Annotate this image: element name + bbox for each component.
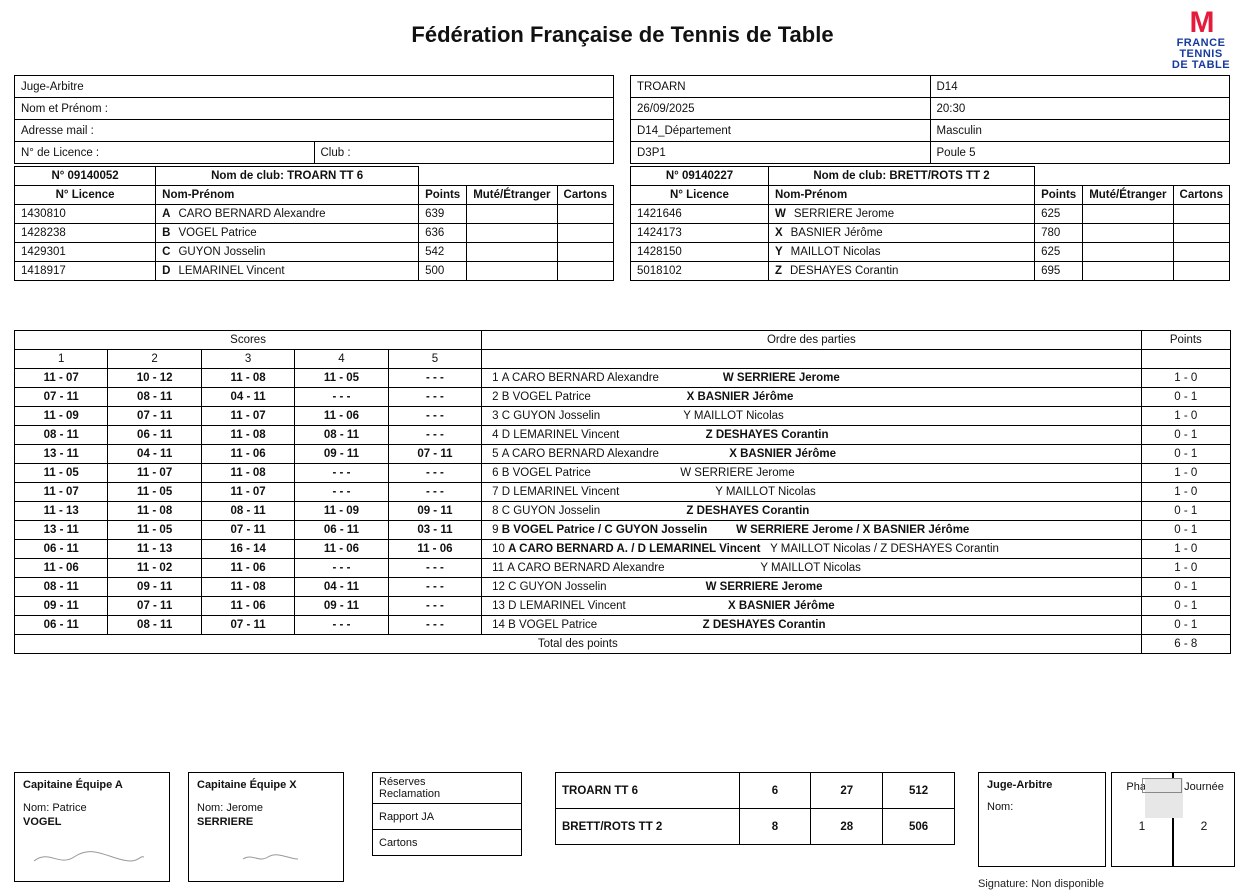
table-row: 1428238 B VOGEL Patrice 636 xyxy=(15,224,614,243)
col-header-nom-prenom: Nom-Prénom xyxy=(768,186,1034,205)
field-no-licence[interactable]: N° de Licence : xyxy=(15,142,315,164)
team-a-club-name: Nom de club: TROARN TT 6 xyxy=(156,167,419,186)
team-x-licence-number: N° 09140227 xyxy=(631,167,769,186)
team-stats-box: TROARN TT 6 6 27 512 BRETT/ROTS TT 2 8 2… xyxy=(555,772,955,845)
stats-club-a-v3: 512 xyxy=(883,773,955,809)
stats-club-x-v2: 28 xyxy=(811,809,883,845)
table-row: 1430810 A CARO BERNARD Alexandre 639 xyxy=(15,205,614,224)
col-header-licence: N° Licence xyxy=(15,186,156,205)
table-row: 06 - 11 11 - 13 16 - 14 11 - 06 11 - 06 … xyxy=(15,540,1231,559)
page-title: Fédération Française de Tennis de Table xyxy=(0,22,1245,48)
table-row: 1418917 D LEMARINEL Vincent 500 xyxy=(15,262,614,281)
col-header-points: Points xyxy=(1035,186,1083,205)
table-row: 11 - 05 11 - 07 11 - 08 - - - - - - 6 B … xyxy=(15,464,1231,483)
col-header-cartons: Cartons xyxy=(557,186,613,205)
score-order-table: Scores Ordre des parties Points 1 2 3 4 … xyxy=(14,330,1231,654)
col-header-mute: Muté/Étranger xyxy=(467,186,557,205)
match-division: D14 xyxy=(930,76,1230,98)
arbitre-signature-box: Juge-Arbitre Nom: xyxy=(978,772,1106,867)
header-ordre-des-parties: Ordre des parties xyxy=(482,331,1142,350)
table-row: 08 - 11 09 - 11 11 - 08 04 - 11 - - - 12… xyxy=(15,578,1231,597)
stats-club-x-v3: 506 xyxy=(883,809,955,845)
match-sheet-document: M FRANCE TENNIS DE TABLE Fédération Fran… xyxy=(0,0,1245,896)
table-row: 1428150 Y MAILLOT Nicolas 625 xyxy=(631,243,1230,262)
label-juge-arbitre: Juge-Arbitre xyxy=(15,76,614,98)
match-pool: Poule 5 xyxy=(930,142,1230,164)
stats-club-a-name: TROARN TT 6 xyxy=(556,773,740,809)
match-time: 20:30 xyxy=(930,98,1230,120)
table-row: 07 - 11 08 - 11 04 - 11 - - - - - - 2 B … xyxy=(15,388,1231,407)
col-header-nom-prenom: Nom-Prénom xyxy=(156,186,419,205)
col-header-licence: N° Licence xyxy=(631,186,769,205)
table-row: 09 - 11 07 - 11 11 - 06 09 - 11 - - - 13… xyxy=(15,597,1231,616)
total-points-score: 6 - 8 xyxy=(1141,635,1230,654)
signature-status-note: Signature: Non disponible xyxy=(978,878,1104,890)
match-club-name: TROARN xyxy=(631,76,931,98)
field-adresse-mail[interactable]: Adresse mail : xyxy=(15,120,614,142)
team-x-club-name: Nom de club: BRETT/ROTS TT 2 xyxy=(768,167,1034,186)
captain-x-signature-box: Capitaine Équipe X Nom: Jerome SERRIERE xyxy=(188,772,344,882)
match-department: D14_Département xyxy=(631,120,931,142)
stats-club-x-name: BRETT/ROTS TT 2 xyxy=(556,809,740,845)
phase-journee-input-box[interactable] xyxy=(1142,778,1182,793)
match-subdivision: D3P1 xyxy=(631,142,931,164)
stats-club-x-v1: 8 xyxy=(739,809,811,845)
juge-arbitre-info-box: Juge-Arbitre Nom et Prénom : Adresse mai… xyxy=(14,75,614,164)
table-row: 1429301 C GUYON Josselin 542 xyxy=(15,243,614,262)
stats-club-a-v1: 6 xyxy=(739,773,811,809)
captain-a-signature-box: Capitaine Équipe A Nom: Patrice VOGEL xyxy=(14,772,170,882)
team-x-roster-box: N° 09140227 Nom de club: BRETT/ROTS TT 2… xyxy=(630,166,1230,281)
table-row: 11 - 09 07 - 11 11 - 07 11 - 06 - - - 3 … xyxy=(15,407,1231,426)
field-club[interactable]: Club : xyxy=(314,142,614,164)
table-row: 1424173 X BASNIER Jérôme 780 xyxy=(631,224,1230,243)
captain-a-signature[interactable] xyxy=(29,847,149,867)
table-row: 5018102 Z DESHAYES Corantin 695 xyxy=(631,262,1230,281)
table-row: 13 - 11 04 - 11 11 - 06 09 - 11 07 - 11 … xyxy=(15,445,1231,464)
total-points-label: Total des points xyxy=(15,635,1142,654)
team-a-roster-box: N° 09140052 Nom de club: TROARN TT 6 N° … xyxy=(14,166,614,281)
header-points: Points xyxy=(1141,331,1230,350)
field-nom-prenom[interactable]: Nom et Prénom : xyxy=(15,98,614,120)
match-date: 26/09/2025 xyxy=(631,98,931,120)
col-header-mute: Muté/Étranger xyxy=(1083,186,1173,205)
table-row: 11 - 07 11 - 05 11 - 07 - - - - - - 7 D … xyxy=(15,483,1231,502)
table-row: 1421646 W SERRIERE Jerome 625 xyxy=(631,205,1230,224)
table-row: 06 - 11 08 - 11 07 - 11 - - - - - - 14 B… xyxy=(15,616,1231,635)
table-row: 11 - 06 11 - 02 11 - 06 - - - - - - 11 A… xyxy=(15,559,1231,578)
col-header-cartons: Cartons xyxy=(1173,186,1229,205)
captain-x-signature[interactable] xyxy=(203,847,323,867)
stats-club-a-v2: 27 xyxy=(811,773,883,809)
table-row: 08 - 11 06 - 11 11 - 08 08 - 11 - - - 4 … xyxy=(15,426,1231,445)
col-header-points: Points xyxy=(419,186,467,205)
match-info-box: TROARN D14 26/09/2025 20:30 D14_Départem… xyxy=(630,75,1230,164)
table-row: 11 - 13 11 - 08 08 - 11 11 - 09 09 - 11 … xyxy=(15,502,1231,521)
reserves-reclamation-box: Réserves Reclamation Rapport JA Cartons xyxy=(372,772,522,856)
team-a-licence-number: N° 09140052 xyxy=(15,167,156,186)
table-row: 13 - 11 11 - 05 07 - 11 06 - 11 03 - 11 … xyxy=(15,521,1231,540)
match-gender: Masculin xyxy=(930,120,1230,142)
header-scores: Scores xyxy=(15,331,482,350)
table-row: 11 - 07 10 - 12 11 - 08 11 - 05 - - - 1 … xyxy=(15,369,1231,388)
